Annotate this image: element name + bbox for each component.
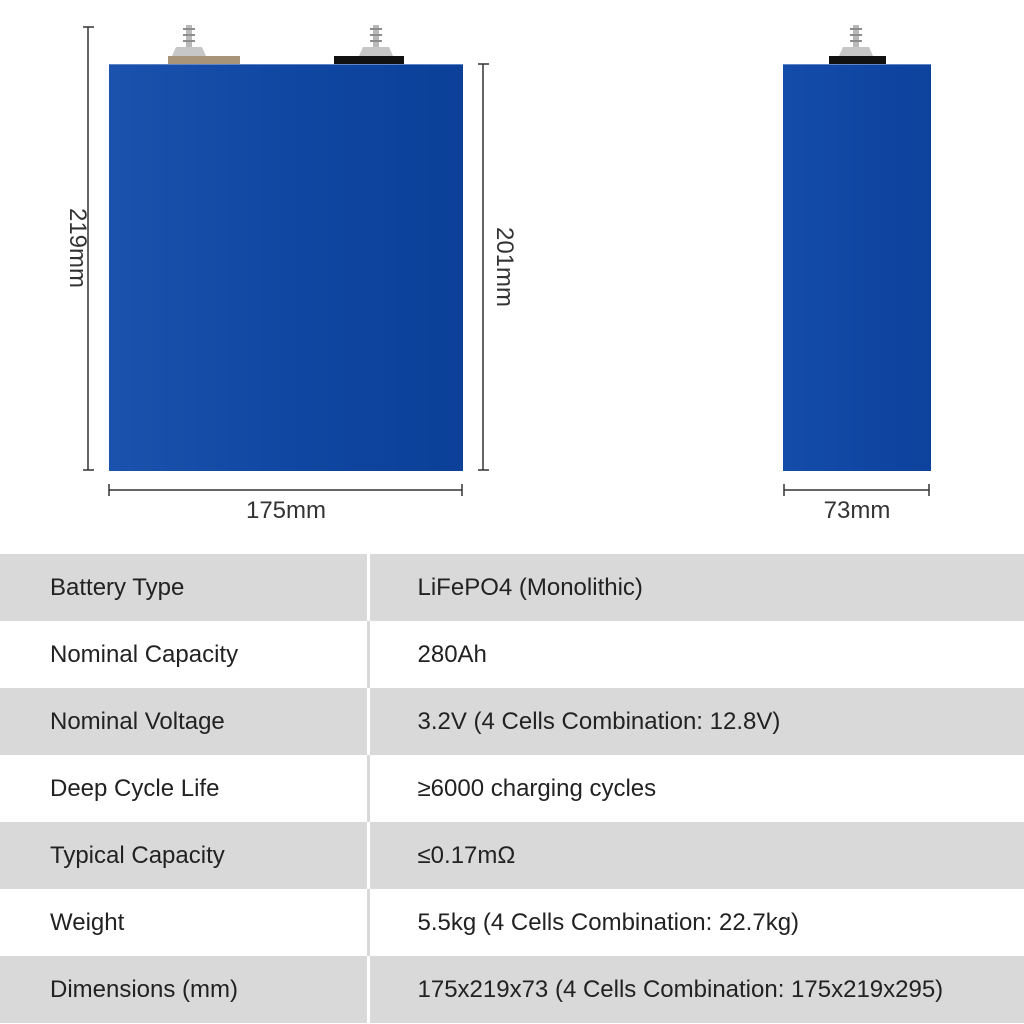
spec-label: Nominal Voltage (0, 688, 370, 755)
width-label: 175mm (246, 497, 326, 524)
spec-label: Weight (0, 889, 370, 956)
spec-value: ≤0.17mΩ (368, 822, 1024, 889)
front-view-cell (109, 25, 463, 471)
spec-label: Typical Capacity (0, 822, 370, 889)
height-body-label: 201mm (491, 227, 518, 307)
spec-value: 175x219x73 (4 Cells Combination: 175x219… (368, 956, 1024, 1023)
depth-dimension: 73mm (783, 484, 930, 524)
height-total-dimension: 219mm (64, 26, 94, 471)
spec-row-nominal-voltage: Nominal Voltage 3.2V (4 Cells Combinatio… (0, 688, 1024, 755)
spec-label: Nominal Capacity (0, 621, 370, 688)
battery-dimension-diagram: 219mm 201mm 175mm 73mm (64, 25, 931, 524)
height-body-dimension: 201mm (478, 63, 518, 471)
spec-value: 280Ah (368, 621, 1024, 688)
spec-row-typical-capacity: Typical Capacity ≤0.17mΩ (0, 822, 1024, 889)
side-cell-body (783, 64, 931, 471)
spec-row-battery-type: Battery Type LiFePO4 (Monolithic) (0, 554, 1024, 621)
spec-label: Battery Type (0, 554, 370, 621)
spec-row-dimensions: Dimensions (mm) 175x219x73 (4 Cells Comb… (0, 956, 1024, 1023)
spec-table: Battery Type LiFePO4 (Monolithic) Nomina… (0, 554, 1024, 1023)
spec-row-nominal-capacity: Nominal Capacity 280Ah (0, 621, 1024, 688)
negative-terminal-icon (334, 25, 404, 65)
spec-value: 5.5kg (4 Cells Combination: 22.7kg) (368, 889, 1024, 956)
spec-label: Deep Cycle Life (0, 755, 370, 822)
spec-label: Dimensions (mm) (0, 956, 370, 1023)
spec-value: 3.2V (4 Cells Combination: 12.8V) (368, 688, 1024, 755)
spec-value: LiFePO4 (Monolithic) (368, 554, 1024, 621)
width-dimension: 175mm (108, 484, 463, 524)
height-total-label: 219mm (64, 208, 91, 288)
cell-body (109, 64, 463, 471)
spec-row-deep-cycle-life: Deep Cycle Life ≥6000 charging cycles (0, 755, 1024, 822)
depth-label: 73mm (824, 497, 891, 524)
spec-value: ≥6000 charging cycles (368, 755, 1024, 822)
side-view-cell (783, 25, 931, 471)
side-terminal-icon (829, 25, 886, 65)
spec-row-weight: Weight 5.5kg (4 Cells Combination: 22.7k… (0, 889, 1024, 956)
positive-terminal-icon (168, 25, 240, 65)
